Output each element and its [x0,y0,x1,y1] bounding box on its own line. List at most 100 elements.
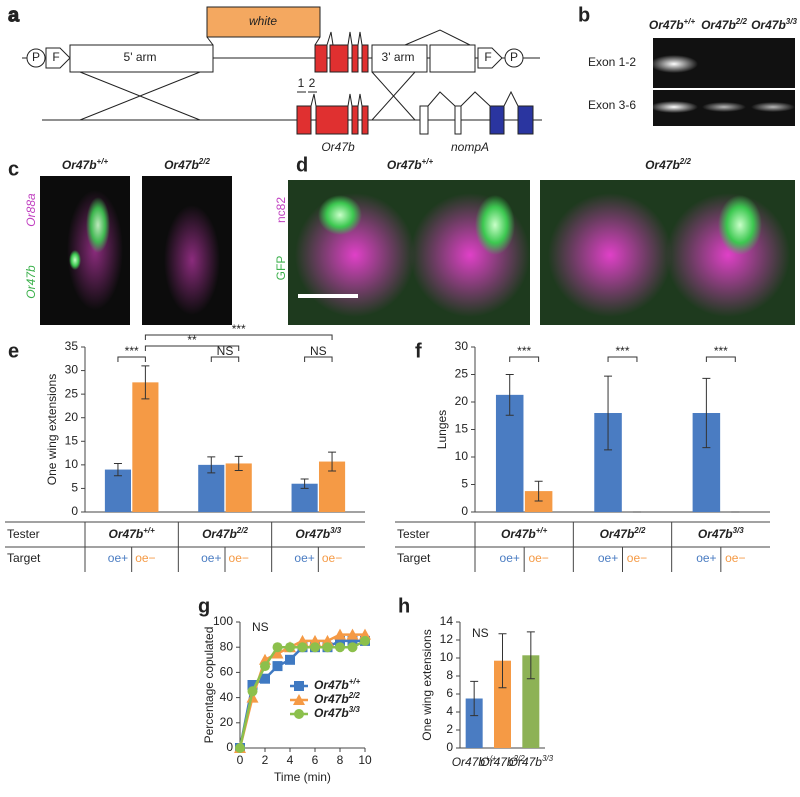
y-axis-label: One wing extensions [420,629,434,740]
target-label: oe− [627,551,647,565]
y-tick-label: 10 [455,449,469,463]
significance-bracket [304,356,333,362]
y-tick-label: 25 [455,367,469,381]
panel-d: d Or47b+/+ Or47b2/2 nc82 GFP [274,154,795,325]
genotype-sup: 2/2 [633,526,646,535]
exon [296,105,312,135]
genotype-sup: 3/3 [330,526,342,535]
significance-label: *** [125,344,139,358]
y-axis-label: One wing extensions [45,374,59,485]
marker [260,661,270,672]
y-tick-label: 4 [446,704,453,718]
genotype-sup: 2/2 [236,526,249,535]
genotype-label: Or47b2/2 [645,157,691,173]
frt-label: F [52,50,59,64]
genotype-sup: 2/2 [735,17,748,26]
bar [132,382,159,512]
genotype: Or47b [452,755,486,769]
genotype-sup: +/+ [485,754,497,763]
genotype: Or47b [701,18,736,32]
y-tick-label: 20 [220,715,234,729]
exon [489,105,505,135]
genotype: Or47b [62,158,97,172]
error-bar [498,633,507,689]
marker [272,661,283,672]
y-tick-label: 5 [71,481,78,495]
target-label: oe+ [500,551,520,565]
y-tick-label: 100 [213,614,233,628]
genotype: Or47b [314,706,349,720]
genotype-label: Or47b3/3 [509,754,554,770]
marker [285,642,295,653]
panel-a: a P F 5' arm white 3' arm F P 1 2 Or47b … [8,4,542,154]
significance-bracket [705,356,736,362]
target-label: oe+ [294,551,314,565]
significance-bracket [144,345,240,351]
genotype-sup: 3/3 [542,754,554,763]
gene-label: Or47b [321,140,355,154]
x-tick-label: 2 [262,753,269,767]
y-tick-label: 35 [65,339,79,353]
exon [351,44,359,73]
exon [419,105,429,135]
genotype-label: Or47b2/2 [202,526,248,542]
introns [427,90,519,107]
x-tick-label: 6 [312,753,319,767]
genotype-label: Or47b2/2 [314,691,360,707]
significance-bracket [509,356,540,362]
genotype: Or47b [649,18,684,32]
x-tick-label: 8 [337,753,344,767]
y-tick-label: 0 [71,504,78,518]
significance-bracket [144,334,333,340]
target-label: oe+ [108,551,128,565]
y-tick-label: 2 [446,722,453,736]
row-label: Target [397,551,431,565]
marker [247,686,258,697]
y-axis-label: Percentage copulated [202,627,216,744]
marker [335,642,345,653]
genotype: Or47b [480,755,514,769]
marker [271,647,284,659]
y-tick-label: 14 [440,614,454,628]
y-tick-label: 5 [461,477,468,491]
panel-letter: h [398,595,410,617]
y-tick-label: 20 [455,394,469,408]
introns [310,93,363,107]
genotype-sup: +/+ [97,157,109,166]
y-tick-label: 30 [455,339,469,353]
marker [309,634,321,646]
bar [524,491,553,512]
panel-c: c Or47b+/+ Or47b2/2 Or88a Or47b [8,157,232,325]
y-tick-label: 40 [220,690,234,704]
target-label: oe− [528,551,548,565]
genotype-label: Or47b+/+ [62,157,109,173]
marker [235,743,245,753]
error-bar [300,478,309,489]
genotype: Or47b [314,692,349,706]
promoter [26,48,46,68]
exon [329,44,349,73]
gel-band [751,102,795,112]
panel-letter: c [8,158,19,180]
error-bar [234,455,243,472]
target-label: oe− [322,551,342,565]
y-tick-label: 10 [440,650,454,664]
bar [522,655,540,748]
genotype: Or47b [645,158,680,172]
stain-label: GFP [274,256,288,281]
marker [297,642,308,653]
stain [69,250,81,270]
exon [517,105,534,135]
marker [334,628,346,640]
error-bar [534,480,543,502]
promoter-label: P [32,50,40,64]
lane-label: Or47b3/3 [751,17,797,33]
marker [310,642,320,653]
stain-label: Or47b [24,265,38,299]
bar [494,660,511,748]
panel-letter: a [8,4,20,26]
target-label: oe+ [598,551,618,565]
exon [454,105,462,135]
intron [404,29,471,46]
error-bar [328,451,337,472]
